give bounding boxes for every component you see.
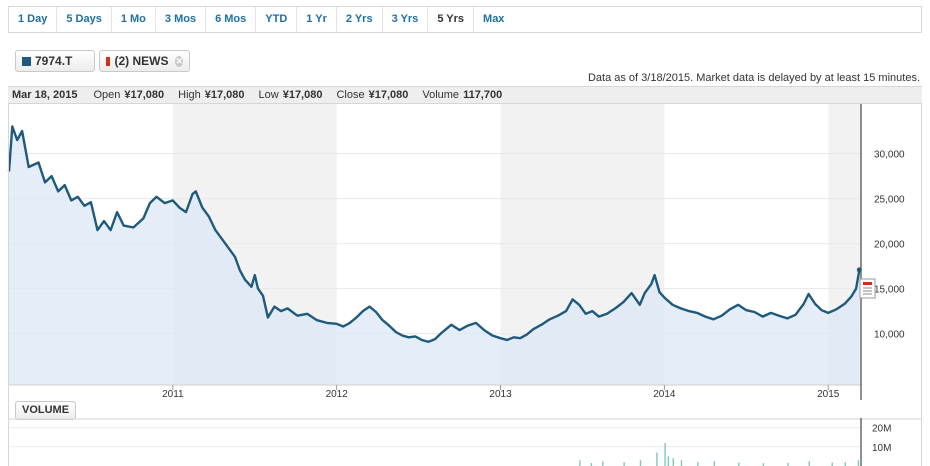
volume-bar bbox=[672, 458, 674, 466]
x-tick-label: 2014 bbox=[653, 389, 676, 400]
volume-value: 117,700 bbox=[463, 89, 503, 101]
x-tick-label: 2011 bbox=[162, 389, 184, 400]
range-button-1-yr[interactable]: 1 Yr bbox=[297, 7, 337, 32]
symbol-label: 7974.T bbox=[35, 54, 73, 68]
range-button-1-mo[interactable]: 1 Mo bbox=[112, 7, 156, 32]
volume-bar bbox=[639, 460, 642, 466]
y-tick-label: 10,000 bbox=[874, 330, 905, 341]
range-button-5-days[interactable]: 5 Days bbox=[57, 7, 112, 32]
x-tick-label: 2015 bbox=[817, 389, 840, 400]
news-swatch bbox=[106, 56, 111, 66]
volume-bar bbox=[762, 463, 765, 466]
volume-chart: 20M 10M bbox=[9, 418, 921, 466]
volume-bar bbox=[590, 463, 593, 466]
volume-tick-label: 20M bbox=[872, 424, 891, 435]
quote-date: Mar 18, 2015 bbox=[12, 89, 78, 101]
open-value: ¥17,080 bbox=[124, 89, 165, 101]
range-button-5-yrs[interactable]: 5 Yrs bbox=[428, 7, 475, 32]
x-tick-label: 2013 bbox=[489, 389, 512, 400]
symbol-tag[interactable]: 7974.T bbox=[15, 50, 95, 72]
volume-bar bbox=[667, 456, 670, 466]
range-button-3-yrs[interactable]: 3 Yrs bbox=[383, 7, 429, 32]
volume-bar bbox=[787, 462, 789, 466]
news-label: (2) NEWS bbox=[114, 54, 169, 68]
volume-bar bbox=[602, 461, 604, 466]
news-marker-icon[interactable] bbox=[859, 278, 876, 299]
range-button-max[interactable]: Max bbox=[483, 13, 505, 25]
low-value: ¥17,080 bbox=[282, 89, 323, 101]
range-button-6-mos[interactable]: 6 Mos bbox=[206, 7, 257, 32]
volume-bar bbox=[664, 442, 666, 466]
symbol-swatch bbox=[22, 56, 31, 66]
latest-point bbox=[856, 267, 862, 273]
range-button-2-yrs[interactable]: 2 Yrs bbox=[337, 7, 383, 32]
price-area bbox=[9, 126, 860, 385]
volume-bar bbox=[808, 461, 810, 466]
x-tick-label: 2012 bbox=[326, 389, 349, 400]
volume-bar bbox=[680, 460, 683, 466]
y-tick-label: 30,000 bbox=[874, 150, 905, 161]
volume-bar bbox=[857, 460, 860, 466]
close-icon[interactable]: ✕ bbox=[175, 55, 183, 67]
chart-frame-left bbox=[8, 104, 9, 466]
data-delay-notice: Data as of 3/18/2015. Market data is del… bbox=[587, 72, 920, 84]
volume-bar bbox=[844, 462, 847, 466]
volume-bar bbox=[738, 462, 740, 466]
range-button-1-day[interactable]: 1 Day bbox=[9, 7, 58, 32]
price-line bbox=[7, 125, 861, 343]
range-selector: 1 Day 5 Days 1 Mo 3 Mos 6 Mos YTD 1 Yr 2 Yrs 3 Y… bbox=[8, 6, 922, 33]
range-button-3-mos[interactable]: 3 Mos bbox=[156, 7, 207, 32]
high-value: ¥17,080 bbox=[204, 89, 245, 101]
news-tag[interactable]: (2) NEWS ✕ bbox=[99, 50, 190, 72]
volume-bar bbox=[623, 462, 625, 466]
volume-bar bbox=[831, 462, 833, 466]
low-label: Low bbox=[258, 89, 279, 101]
volume-bar bbox=[713, 461, 715, 466]
y-tick-label: 20,000 bbox=[874, 240, 905, 251]
y-tick-label: 15,000 bbox=[874, 285, 905, 296]
close-value: ¥17,080 bbox=[368, 89, 409, 101]
volume-bar bbox=[656, 452, 658, 466]
chart-frame-right bbox=[921, 104, 922, 466]
y-tick-label: 25,000 bbox=[874, 195, 905, 206]
volume-bar bbox=[579, 460, 581, 466]
volume-bar bbox=[697, 462, 699, 466]
quote-bar: Mar 18, 2015 Open ¥17,080 High ¥17,080 L… bbox=[8, 86, 922, 104]
range-button-ytd[interactable]: YTD bbox=[256, 7, 298, 32]
close-label: Close bbox=[336, 89, 365, 101]
open-label: Open bbox=[93, 89, 121, 101]
volume-tick-label: 10M bbox=[872, 443, 891, 454]
price-chart[interactable]: 10,000 15,000 20,000 25,000 30,000 2011 2012 20… bbox=[0, 104, 930, 400]
high-label: High bbox=[178, 89, 201, 101]
volume-label: Volume bbox=[422, 89, 460, 101]
